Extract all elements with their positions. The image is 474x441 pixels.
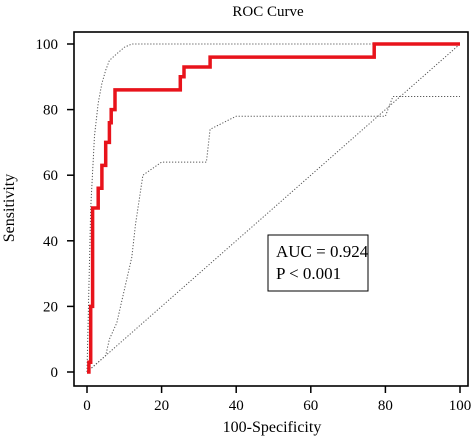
confidence-band-line <box>86 43 460 373</box>
y-tick-label: 100 <box>36 37 59 53</box>
y-tick-label: 20 <box>43 299 58 315</box>
y-axis-title: Sensitivity <box>1 174 18 242</box>
x-axis-title: 100-Specificity <box>223 419 322 436</box>
auc-label: AUC = 0.924 <box>276 242 369 261</box>
x-tick-label: 20 <box>154 398 169 414</box>
x-axis: 0 20 40 60 80 100 <box>83 386 471 414</box>
plot-lines <box>86 42 461 374</box>
y-tick-label: 80 <box>43 103 58 119</box>
x-tick-label: 80 <box>378 398 393 414</box>
x-tick-label: 60 <box>303 398 318 414</box>
y-axis: 0 20 40 60 80 100 <box>36 37 74 381</box>
chart-title: ROC Curve <box>232 4 304 20</box>
x-tick-label: 40 <box>229 398 244 414</box>
y-tick-label: 0 <box>51 365 59 381</box>
y-tick-label: 40 <box>43 234 58 250</box>
stats-box-border <box>267 234 369 292</box>
roc-curve-line <box>87 42 460 374</box>
x-tick-label: 100 <box>449 398 472 414</box>
stats-box: AUC = 0.924 P < 0.001 <box>267 234 369 292</box>
p-value-label: P < 0.001 <box>276 264 341 283</box>
plot-frame <box>73 31 469 387</box>
y-tick-label: 60 <box>43 168 58 184</box>
x-tick-label: 0 <box>83 398 91 414</box>
reference-diagonal-line <box>86 43 461 373</box>
confidence-band-line <box>86 96 460 373</box>
